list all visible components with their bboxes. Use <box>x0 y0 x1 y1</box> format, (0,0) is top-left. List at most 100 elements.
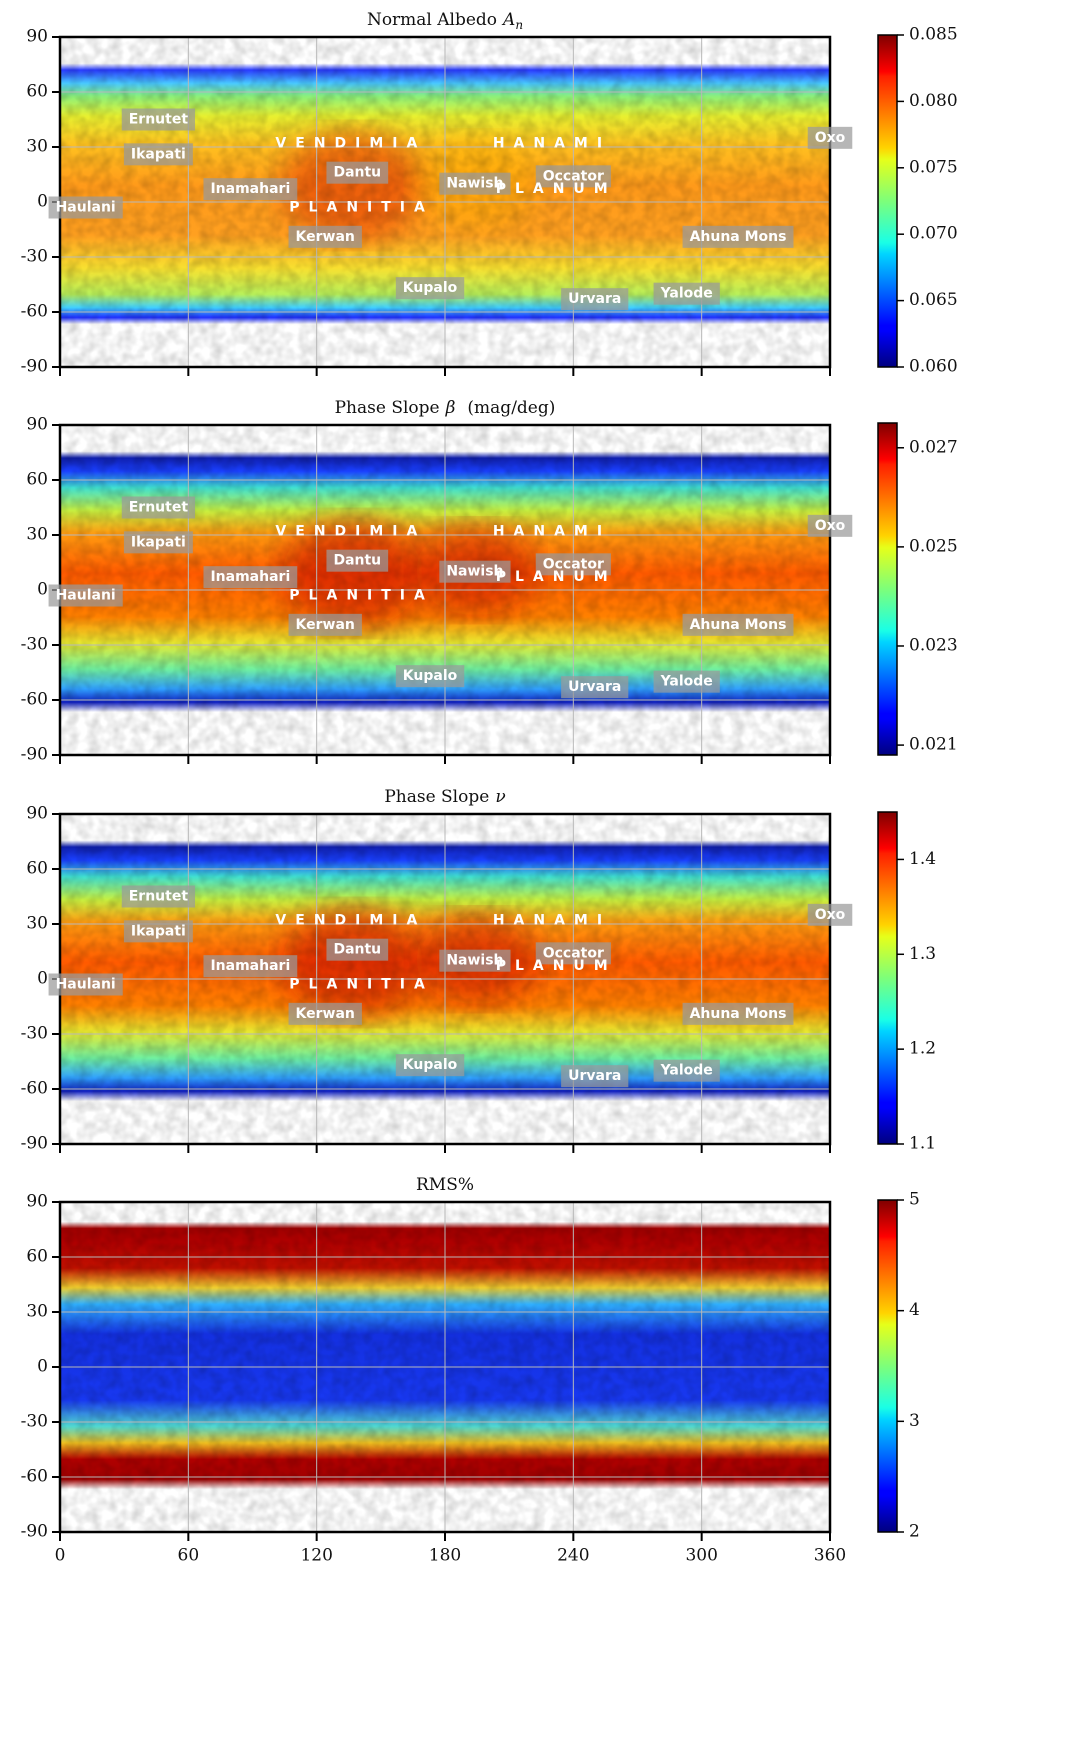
colorbar-tick-label: 0.021 <box>909 735 958 755</box>
region-label: HANAMI <box>493 912 611 928</box>
panel-title: Phase Slope ν <box>384 787 505 807</box>
panel-title: Phase Slope β (mag/deg) <box>335 398 556 418</box>
feature-label: Kupalo <box>403 668 458 684</box>
colorbar <box>877 34 898 368</box>
y-tick-label: 30 <box>26 914 48 934</box>
feature-label-box <box>395 665 465 688</box>
feature-label: Kupalo <box>403 1057 458 1073</box>
region-label: VENDIMIA <box>275 523 426 539</box>
feature-label-box <box>653 670 720 693</box>
feature-label: Inamahari <box>210 181 290 197</box>
feature-label: Dantu <box>333 165 381 181</box>
feature-label-box <box>682 613 794 636</box>
title-unit: (mag/deg) <box>467 398 555 418</box>
feature-label-box <box>326 938 389 961</box>
feature-label-box <box>682 225 794 248</box>
feature-label: Oxo <box>815 518 846 534</box>
region-label: PLANITIA <box>289 588 434 604</box>
feature-label-box <box>288 1002 362 1025</box>
colorbar <box>877 422 898 756</box>
feature-label: Haulani <box>56 200 116 216</box>
region-label: VENDIMIA <box>275 912 426 928</box>
feature-label-box <box>535 165 611 188</box>
feature-label-box <box>121 885 196 908</box>
region-label: VENDIMIA <box>275 135 426 151</box>
colorbar-tick-label: 0.080 <box>909 91 958 111</box>
feature-label: Nawish <box>446 564 503 580</box>
y-tick-label: 60 <box>26 82 48 102</box>
region-label: PLANUM <box>496 181 617 197</box>
feature-label-box <box>203 955 298 978</box>
feature-label-box <box>395 277 465 300</box>
feature-label-box <box>807 903 853 926</box>
feature-label: Kerwan <box>296 1006 355 1022</box>
feature-label: Haulani <box>56 977 116 993</box>
feature-label: Ikapati <box>131 923 186 939</box>
feature-label: Ernutet <box>129 889 189 905</box>
feature-label-box <box>653 1059 720 1082</box>
title-text: Phase Slope <box>384 787 489 807</box>
colorbar-tick-label: 0.023 <box>909 635 958 655</box>
title-symbol: A <box>501 10 515 30</box>
y-tick-label: -60 <box>21 1079 48 1099</box>
region-label: PLANUM <box>496 958 617 974</box>
feature-label-box <box>288 225 362 248</box>
region-label: PLANITIA <box>289 977 434 993</box>
feature-label: Urvara <box>568 1068 621 1084</box>
panel-title: RMS% <box>416 1175 474 1195</box>
y-tick-label: -90 <box>21 357 48 377</box>
feature-label: Occator <box>543 945 604 961</box>
feature-label: Occator <box>543 556 604 572</box>
feature-label-box <box>561 676 629 699</box>
y-tick-label: 60 <box>26 859 48 879</box>
y-tick-label: -30 <box>21 1024 48 1044</box>
x-tick-label: 120 <box>300 1546 332 1566</box>
panel: 90 60 30 0 -30 -60 -90 Phase Slope ν Ernutet Ikapa… <box>21 787 936 1154</box>
y-tick-label: 90 <box>26 27 48 47</box>
y-tick-label: -60 <box>21 302 48 322</box>
region-label: HANAMI <box>493 135 611 151</box>
region-label: PLANITIA <box>289 200 434 216</box>
feature-label: Dantu <box>333 942 381 958</box>
region-label: PLANUM <box>496 569 617 585</box>
plot-frame <box>58 1200 832 1534</box>
y-tick-label: 90 <box>26 1192 48 1212</box>
feature-label: Oxo <box>815 907 846 923</box>
feature-label: Oxo <box>815 130 846 146</box>
feature-label-box <box>121 496 196 519</box>
feature-label-box <box>439 560 511 583</box>
feature-label-box <box>682 1002 794 1025</box>
title-symbol: ν <box>495 787 505 807</box>
colorbar-tick-label: 4 <box>909 1300 920 1320</box>
feature-label: Urvara <box>568 679 621 695</box>
title-text: Phase Slope <box>335 398 440 418</box>
colorbar-tick-label: 0.085 <box>909 25 958 45</box>
colorbar-tick-label: 0.025 <box>909 536 958 556</box>
colorbar <box>877 1199 898 1533</box>
x-tick-label: 360 <box>814 1546 846 1566</box>
colorbar-tick-label: 1.4 <box>909 849 936 869</box>
feature-label-box <box>326 549 389 572</box>
y-tick-label: 60 <box>26 470 48 490</box>
feature-label-box <box>561 1065 629 1088</box>
x-tick-label: 300 <box>685 1546 717 1566</box>
panel-title: Normal Albedo An <box>367 10 523 32</box>
feature-label-box <box>48 196 123 219</box>
feature-label-box <box>123 920 193 943</box>
feature-label-box <box>653 282 720 305</box>
title-text: Normal Albedo <box>367 10 497 30</box>
y-tick-label: 0 <box>37 969 48 989</box>
feature-label: Kerwan <box>296 229 355 245</box>
colorbar-tick-label: 0.060 <box>909 357 958 377</box>
y-tick-label: -90 <box>21 745 48 765</box>
feature-label: Ahuna Mons <box>690 617 787 633</box>
title-text: RMS% <box>416 1175 474 1195</box>
y-tick-label: 90 <box>26 804 48 824</box>
feature-label-box <box>48 584 123 607</box>
feature-label: Ikapati <box>131 146 186 162</box>
y-tick-label: -90 <box>21 1134 48 1154</box>
colorbar-tick-label: 3 <box>909 1411 920 1431</box>
feature-label-box <box>439 949 511 972</box>
x-tick-label: 0 <box>55 1546 66 1566</box>
feature-label-box <box>123 143 193 166</box>
